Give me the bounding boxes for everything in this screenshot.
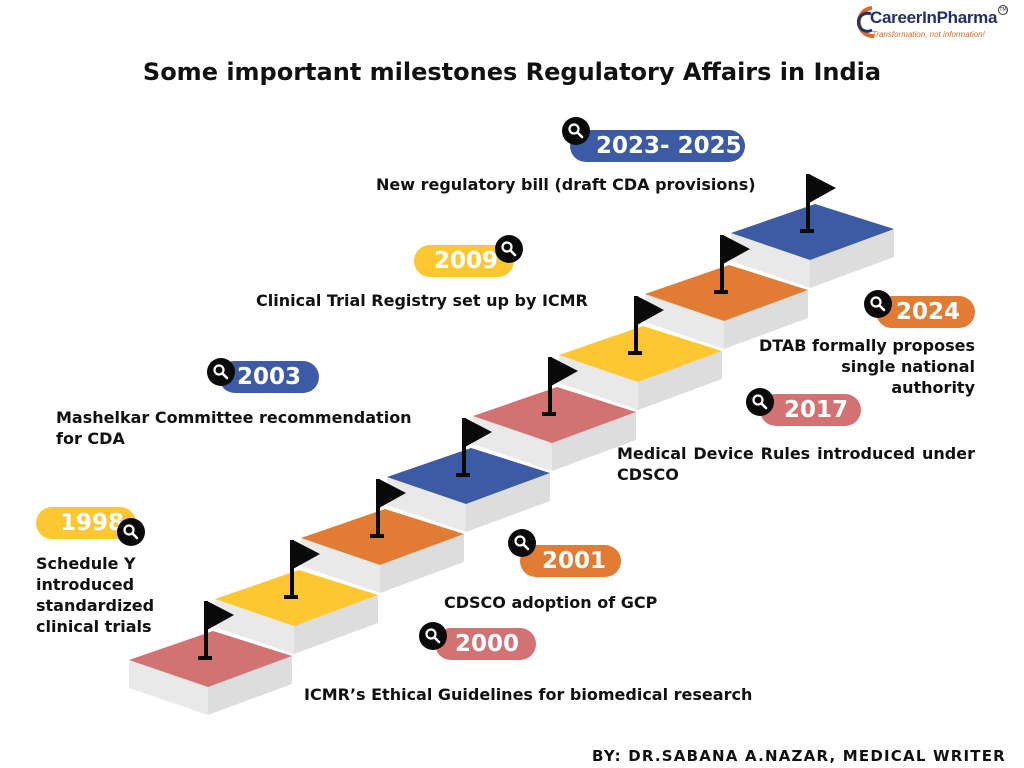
year-badge-1998: 1998 [36, 507, 136, 539]
flag-icon [370, 479, 406, 538]
stair-step [473, 357, 636, 471]
flag-cloth [723, 235, 750, 264]
flag-cloth [379, 479, 406, 508]
step-riser-side [208, 656, 292, 715]
flag-cloth [637, 296, 664, 325]
step-riser-side [380, 534, 464, 593]
byline: BY: DR.SABANA A.NAZAR, MEDICAL WRITER [592, 747, 1006, 765]
step-riser-front [301, 538, 380, 593]
step-riser-front [473, 416, 552, 471]
year-badge-2017: 2017 [760, 394, 861, 426]
flag-base [542, 412, 556, 416]
search-icon [117, 518, 145, 546]
step-riser-front [559, 355, 638, 410]
flag-base [370, 534, 384, 538]
year-label: 2024 [896, 299, 961, 325]
flag-pole [290, 540, 294, 598]
milestone-text-2024: DTAB formally proposes single national a… [758, 336, 975, 397]
flag-cloth [465, 418, 492, 447]
milestone-text-2000: ICMR’s Ethical Guidelines for biomedical… [304, 685, 753, 704]
stair-step [559, 296, 722, 410]
logo-tagline: Transformation, not information! [872, 30, 985, 39]
logo-wordmark: CareerInPharma [870, 8, 998, 27]
search-icon [495, 235, 523, 263]
flag-pole [548, 357, 552, 415]
milestone-text-2001: CDSCO adoption of GCP [444, 593, 658, 612]
step-riser-front [645, 294, 724, 349]
step-riser-front [387, 477, 466, 532]
step-riser-side [466, 473, 550, 532]
stair-step [387, 418, 550, 532]
step-riser-side [552, 412, 636, 471]
flag-base [198, 656, 212, 660]
year-label: 2017 [784, 397, 849, 423]
flag-icon [198, 601, 234, 660]
year-label: 2003 [237, 364, 302, 390]
step-riser-front [215, 599, 294, 654]
flag-icon [714, 235, 750, 294]
search-icon [562, 117, 590, 145]
search-icon [746, 388, 774, 416]
flag-icon [284, 540, 320, 599]
flag-pole [806, 174, 810, 232]
year-label: 2001 [542, 548, 607, 574]
year-badge-2001: 2001 [520, 545, 621, 577]
year-label: 1998 [60, 510, 125, 536]
flag-pole [634, 296, 638, 354]
year-label: 2000 [455, 631, 520, 657]
flag-icon [456, 418, 492, 477]
flag-icon [542, 357, 578, 416]
flag-base [456, 473, 470, 477]
logo-mark-icon [856, 6, 875, 39]
flag-base [714, 290, 728, 294]
flag-cloth [551, 357, 578, 386]
stair-step [215, 540, 378, 654]
flag-base [800, 229, 814, 233]
flag-pole [720, 235, 724, 293]
year-badge-2023-2025: 2023- 2025 [570, 130, 745, 162]
flag-base [284, 595, 298, 599]
step-riser-side [810, 229, 894, 288]
step-riser-front [129, 660, 208, 715]
search-icon [508, 529, 536, 557]
step-riser-side [638, 351, 722, 410]
flag-pole [376, 479, 380, 537]
year-label: 2009 [434, 248, 499, 274]
step-riser-front [731, 233, 810, 288]
year-badge-2003: 2003 [219, 361, 319, 393]
milestone-text-2023-2025: New regulatory bill (draft CDA provision… [376, 175, 756, 194]
flag-base [628, 351, 642, 355]
step-riser-side [294, 595, 378, 654]
stair-step [731, 174, 894, 288]
stair-step [645, 235, 808, 349]
step-riser-side [724, 290, 808, 349]
year-badge-2000: 2000 [435, 628, 536, 660]
milestone-text-2017: Medical Device Rules introduced under CD… [617, 444, 975, 484]
flag-icon [628, 296, 664, 355]
trademark-badge: TM [998, 5, 1008, 15]
stair-step [129, 601, 292, 715]
search-icon [864, 290, 892, 318]
milestone-text-2003: Mashelkar Committee recommendation for C… [56, 408, 412, 448]
flag-pole [204, 601, 208, 659]
year-badge-2024: 2024 [876, 296, 975, 328]
flag-cloth [293, 540, 320, 569]
flag-icon [800, 174, 836, 233]
year-label: 2023- 2025 [596, 133, 742, 159]
flag-pole [462, 418, 466, 476]
stair-step [301, 479, 464, 593]
logo: CareerInPharma Transformation, not infor… [852, 2, 1017, 46]
page-title: Some important milestones Regulatory Aff… [142, 58, 882, 86]
milestone-text-1998: Schedule Y introduced standardized clini… [36, 554, 155, 636]
search-icon [207, 358, 235, 386]
flag-cloth [207, 601, 234, 630]
flag-cloth [809, 174, 836, 203]
milestone-text-2009: Clinical Trial Registry set up by ICMR [256, 291, 588, 310]
search-icon [419, 622, 447, 650]
